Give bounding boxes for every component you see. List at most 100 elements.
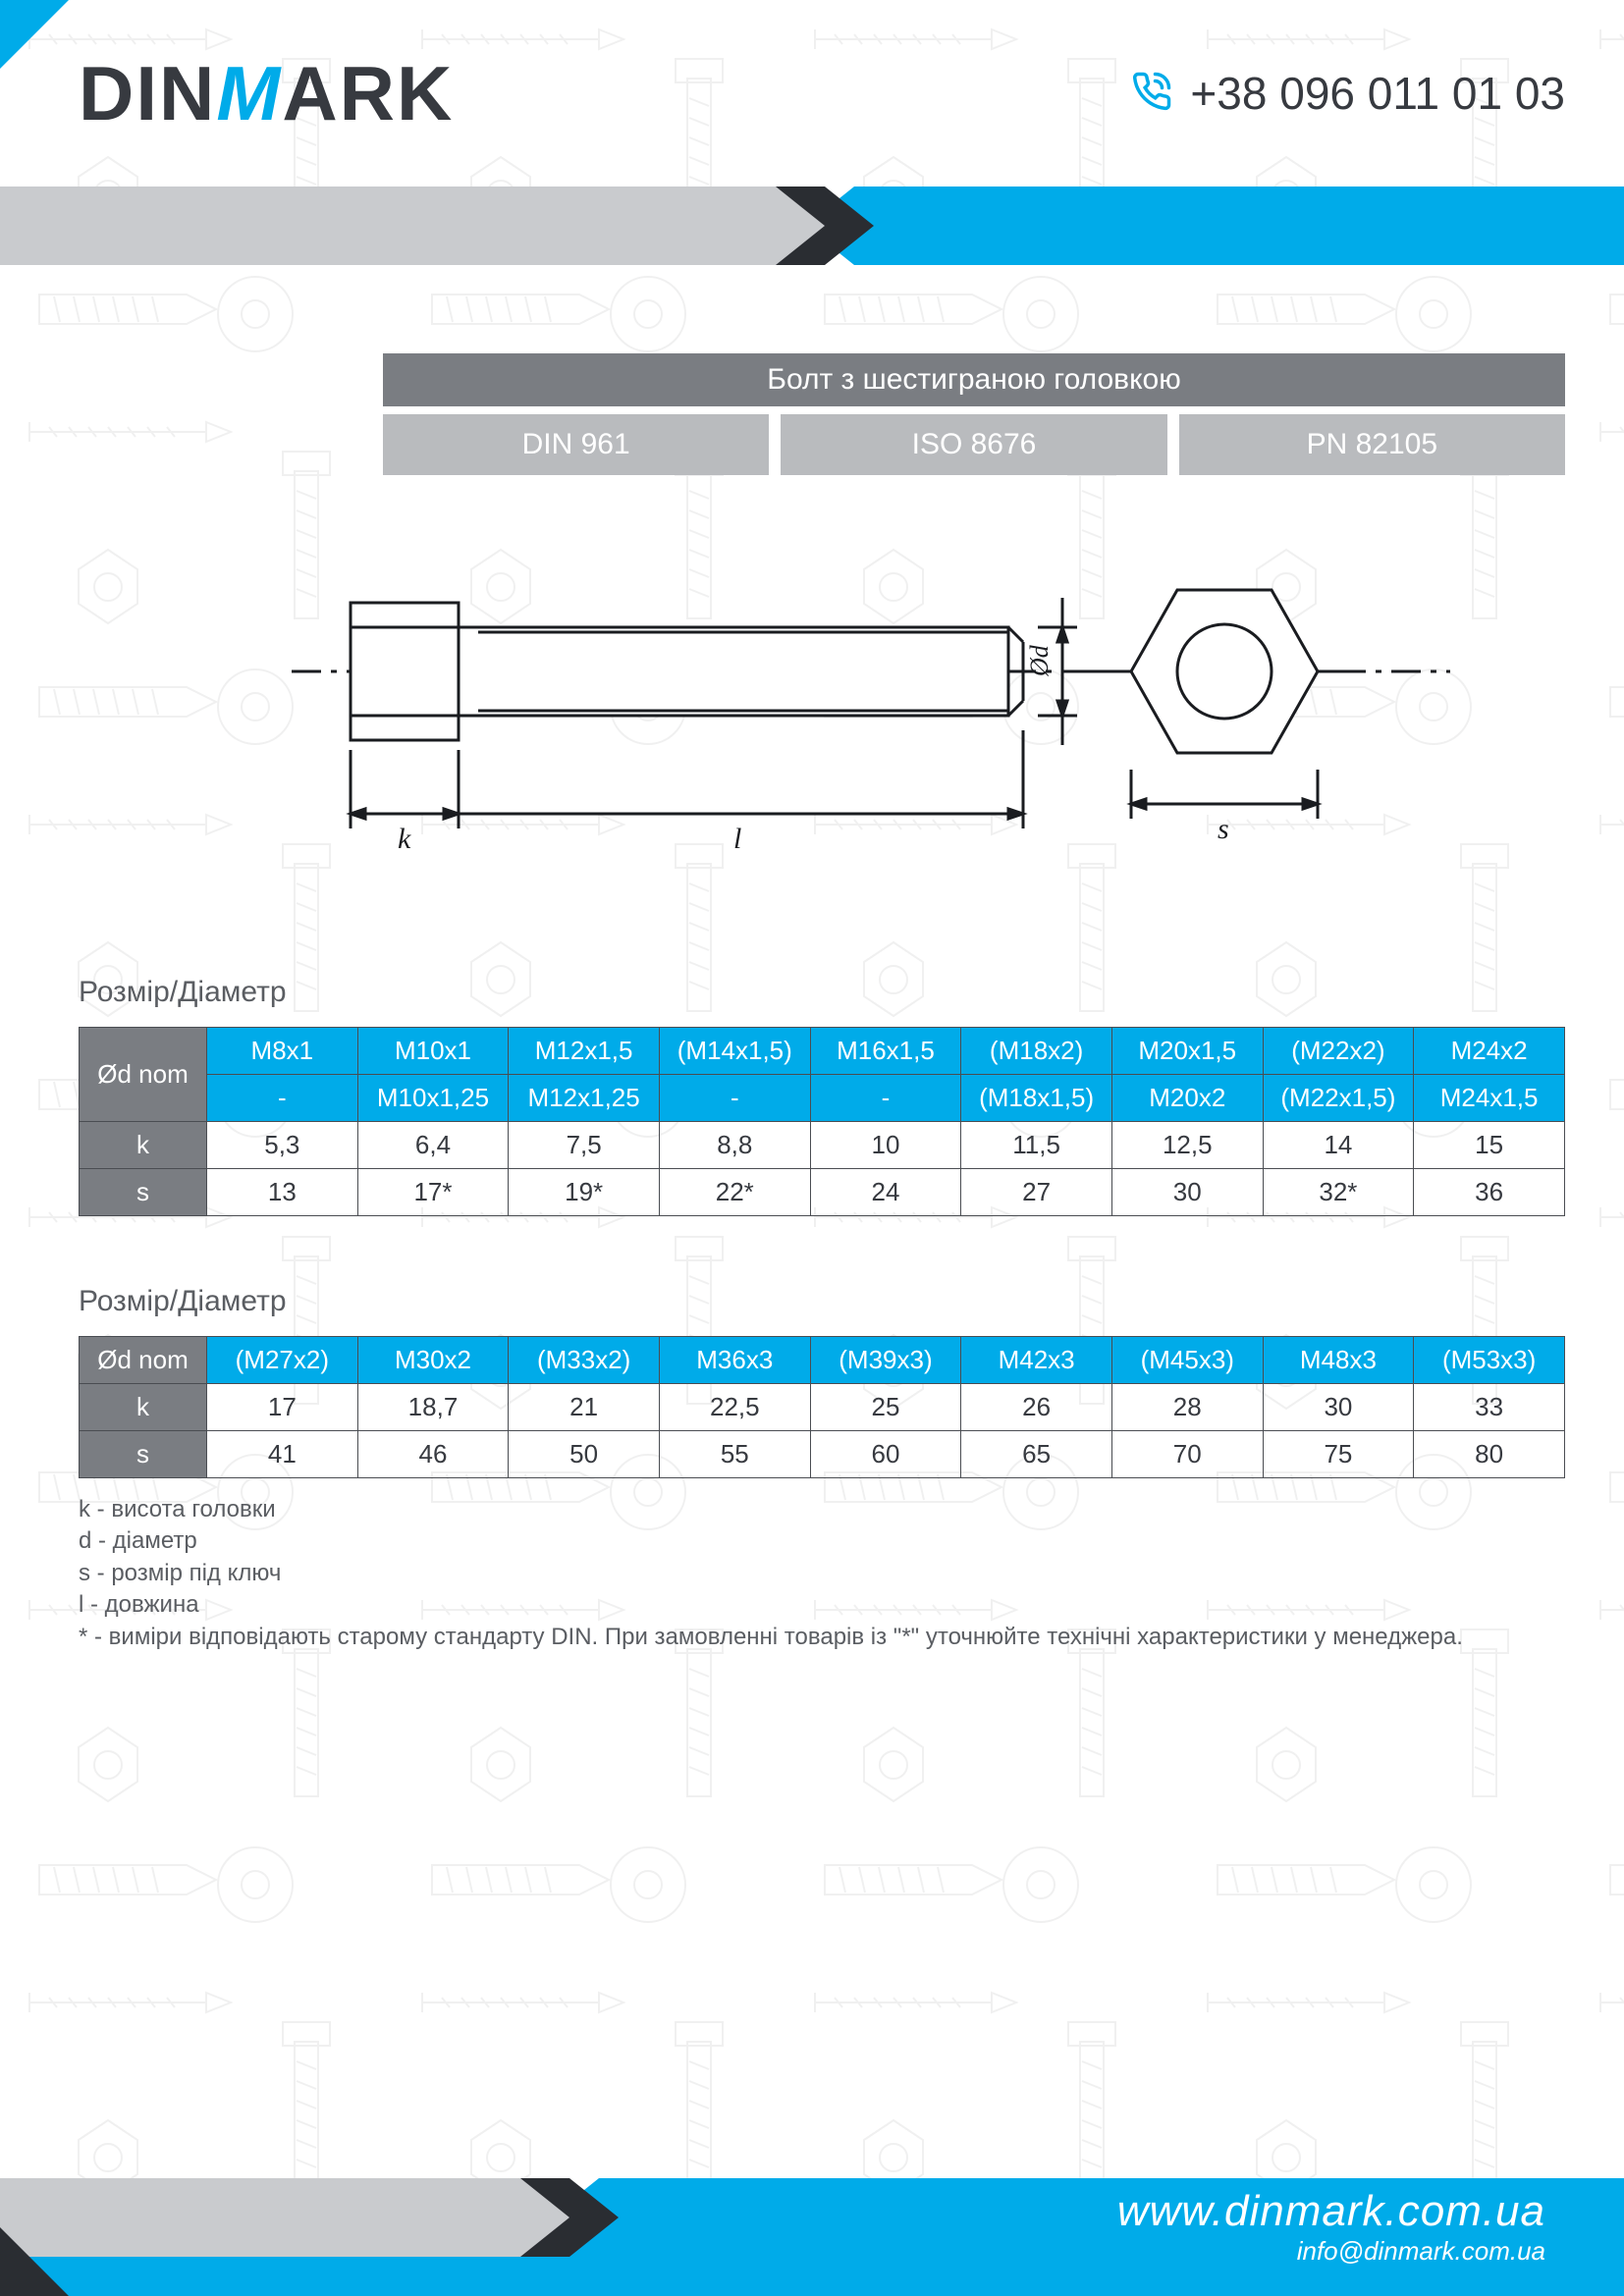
header-cell: Ød nom xyxy=(80,1028,207,1122)
value-cell: 25 xyxy=(810,1384,961,1431)
table-row: Ød nom M8x1 M10x1 M12x1,5 (M14x1,5) M16x… xyxy=(80,1028,1565,1075)
value-cell: 24 xyxy=(810,1169,961,1216)
value-cell: 28 xyxy=(1111,1384,1263,1431)
value-cell: 17* xyxy=(357,1169,509,1216)
value-cell: 50 xyxy=(509,1431,660,1478)
size-cell: (M45x3) xyxy=(1111,1337,1263,1384)
dim-label-s: s xyxy=(1218,813,1229,845)
value-cell: 33 xyxy=(1414,1384,1565,1431)
size-cell: M20x2 xyxy=(1111,1075,1263,1122)
header-cell: k xyxy=(80,1384,207,1431)
value-cell: 17 xyxy=(207,1384,358,1431)
value-cell: 36 xyxy=(1414,1169,1565,1216)
size-cell: M48x3 xyxy=(1263,1337,1414,1384)
size-cell: M24x2 xyxy=(1414,1028,1565,1075)
corner-accent-top-left xyxy=(0,0,69,69)
logo-accent: M xyxy=(216,50,282,136)
value-cell: 30 xyxy=(1111,1169,1263,1216)
size-cell: (M18x1,5) xyxy=(961,1075,1112,1122)
value-cell: 15 xyxy=(1414,1122,1565,1169)
value-cell: 75 xyxy=(1263,1431,1414,1478)
table-2: Ød nom (M27x2) M30x2 (M33x2) M36x3 (M39x… xyxy=(79,1336,1565,1478)
header-cell: Ød nom xyxy=(80,1337,207,1384)
size-cell: M24x1,5 xyxy=(1414,1075,1565,1122)
phone-block: +38 096 011 01 03 xyxy=(1131,67,1565,120)
size-cell: M8x1 xyxy=(207,1028,358,1075)
table-row: - M10x1,25 M12x1,25 - - (M18x1,5) M20x2 … xyxy=(80,1075,1565,1122)
header-cell: s xyxy=(80,1169,207,1216)
logo: DINMARK xyxy=(79,49,454,138)
footnote-line: l - довжина xyxy=(79,1589,1565,1621)
size-cell: M30x2 xyxy=(357,1337,509,1384)
size-cell: - xyxy=(207,1075,358,1122)
value-cell: 8,8 xyxy=(659,1122,810,1169)
size-cell: M42x3 xyxy=(961,1337,1112,1384)
size-cell: M16x1,5 xyxy=(810,1028,961,1075)
table-row: s 41 46 50 55 60 65 70 75 80 xyxy=(80,1431,1565,1478)
value-cell: 32* xyxy=(1263,1169,1414,1216)
value-cell: 46 xyxy=(357,1431,509,1478)
value-cell: 11,5 xyxy=(961,1122,1112,1169)
footnotes: k - висота головки d - діаметр s - розмі… xyxy=(79,1494,1565,1653)
size-cell: (M22x2) xyxy=(1263,1028,1414,1075)
technical-diagram: k l Ød s xyxy=(255,534,1506,907)
value-cell: 26 xyxy=(961,1384,1112,1431)
table-row: k 17 18,7 21 22,5 25 26 28 30 33 xyxy=(80,1384,1565,1431)
logo-post: ARK xyxy=(282,50,454,136)
standard-cell: ISO 8676 xyxy=(781,414,1166,475)
footer-website: www.dinmark.com.ua xyxy=(1117,2187,1545,2236)
size-cell: M12x1,5 xyxy=(509,1028,660,1075)
dim-label-l: l xyxy=(733,823,741,855)
table-row: s 13 17* 19* 22* 24 27 30 32* 36 xyxy=(80,1169,1565,1216)
dim-label-d: Ød xyxy=(1025,644,1054,677)
size-cell: (M22x1,5) xyxy=(1263,1075,1414,1122)
value-cell: 10 xyxy=(810,1122,961,1169)
table-1: Ød nom M8x1 M10x1 M12x1,5 (M14x1,5) M16x… xyxy=(79,1027,1565,1216)
table-row: k 5,3 6,4 7,5 8,8 10 11,5 12,5 14 15 xyxy=(80,1122,1565,1169)
table2-label: Розмір/Діаметр xyxy=(79,1285,1624,1318)
value-cell: 41 xyxy=(207,1431,358,1478)
size-cell: M10x1,25 xyxy=(357,1075,509,1122)
value-cell: 5,3 xyxy=(207,1122,358,1169)
size-cell: M10x1 xyxy=(357,1028,509,1075)
value-cell: 7,5 xyxy=(509,1122,660,1169)
value-cell: 55 xyxy=(659,1431,810,1478)
size-cell: (M33x2) xyxy=(509,1337,660,1384)
standard-cell: PN 82105 xyxy=(1179,414,1565,475)
size-cell: (M39x3) xyxy=(810,1337,961,1384)
value-cell: 30 xyxy=(1263,1384,1414,1431)
standard-cell: DIN 961 xyxy=(383,414,769,475)
value-cell: 70 xyxy=(1111,1431,1263,1478)
logo-pre: DIN xyxy=(79,50,216,136)
page-header: DINMARK +38 096 011 01 03 xyxy=(0,0,1624,187)
title-block: Болт з шестиграною головкою DIN 961 ISO … xyxy=(383,353,1565,475)
header-stripe xyxy=(0,187,1624,265)
size-cell: (M14x1,5) xyxy=(659,1028,810,1075)
size-cell: M36x3 xyxy=(659,1337,810,1384)
size-cell: M12x1,25 xyxy=(509,1075,660,1122)
header-cell: k xyxy=(80,1122,207,1169)
footnote-line: d - діаметр xyxy=(79,1525,1565,1557)
dim-label-k: k xyxy=(398,823,411,855)
value-cell: 6,4 xyxy=(357,1122,509,1169)
header-cell: s xyxy=(80,1431,207,1478)
value-cell: 14 xyxy=(1263,1122,1414,1169)
value-cell: 65 xyxy=(961,1431,1112,1478)
page-footer: www.dinmark.com.ua info@dinmark.com.ua xyxy=(0,2119,1624,2296)
phone-number: +38 096 011 01 03 xyxy=(1190,67,1565,120)
value-cell: 22* xyxy=(659,1169,810,1216)
value-cell: 21 xyxy=(509,1384,660,1431)
value-cell: 27 xyxy=(961,1169,1112,1216)
value-cell: 13 xyxy=(207,1169,358,1216)
value-cell: 60 xyxy=(810,1431,961,1478)
size-cell: - xyxy=(659,1075,810,1122)
size-cell: (M53x3) xyxy=(1414,1337,1565,1384)
size-cell: M20x1,5 xyxy=(1111,1028,1263,1075)
table-row: Ød nom (M27x2) M30x2 (M33x2) M36x3 (M39x… xyxy=(80,1337,1565,1384)
size-cell: - xyxy=(810,1075,961,1122)
size-cell: (M27x2) xyxy=(207,1337,358,1384)
size-cell: (M18x2) xyxy=(961,1028,1112,1075)
table1-label: Розмір/Діаметр xyxy=(79,976,1624,1009)
footnote-line: s - розмір під ключ xyxy=(79,1558,1565,1589)
footnote-line: k - висота головки xyxy=(79,1494,1565,1525)
